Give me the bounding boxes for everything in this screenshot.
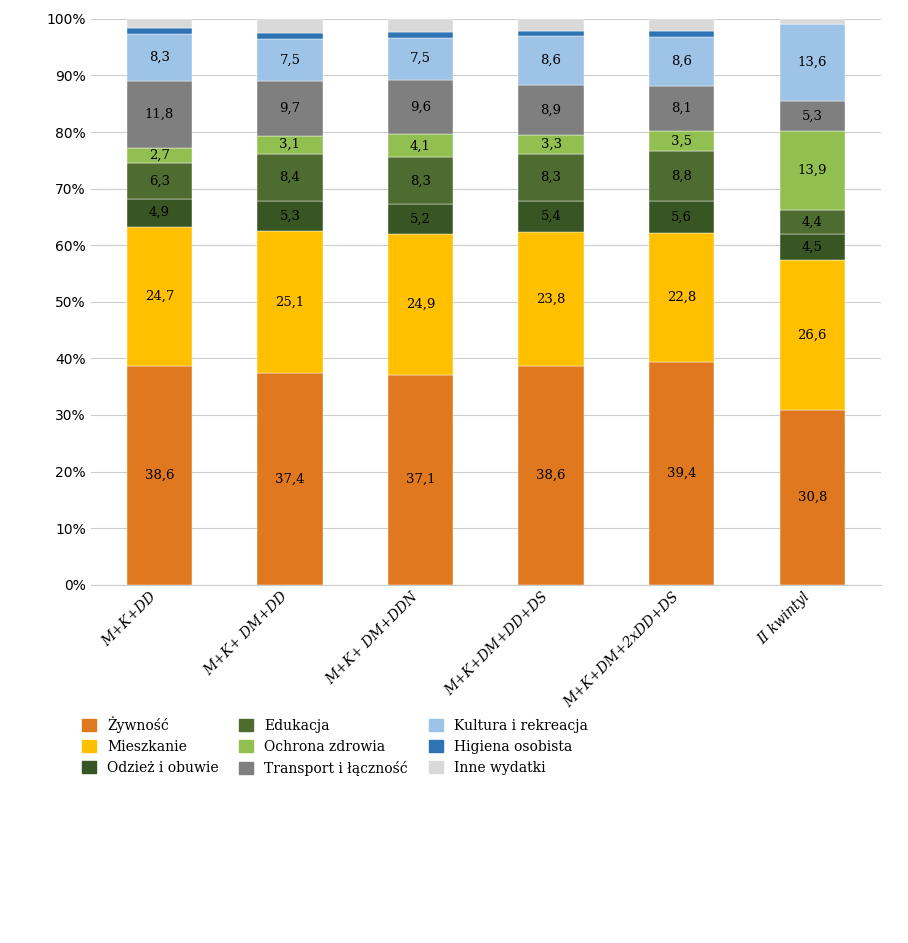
Bar <box>780 235 844 260</box>
Legend: Żywność, Mieszkanie, Odzież i obuwie, Edukacja, Ochrona zdrowia, Transport i łąc: Żywność, Mieszkanie, Odzież i obuwie, Ed… <box>82 716 587 776</box>
Bar <box>649 233 715 362</box>
Text: 13,9: 13,9 <box>797 164 827 176</box>
Bar <box>127 163 192 199</box>
Bar <box>780 24 844 101</box>
Bar <box>649 86 715 131</box>
Text: 8,6: 8,6 <box>671 55 692 68</box>
Text: 3,1: 3,1 <box>280 139 301 151</box>
Text: 3,5: 3,5 <box>671 135 692 148</box>
Bar <box>649 362 715 585</box>
Text: 4,1: 4,1 <box>410 140 431 153</box>
Text: 22,8: 22,8 <box>667 290 696 304</box>
Text: 5,3: 5,3 <box>802 109 823 123</box>
Text: 8,1: 8,1 <box>671 102 692 115</box>
Bar <box>388 80 453 134</box>
Bar <box>127 28 192 34</box>
Bar <box>518 85 584 136</box>
Bar <box>518 19 584 31</box>
Bar <box>388 38 453 80</box>
Text: 7,5: 7,5 <box>410 52 431 65</box>
Bar <box>518 154 584 201</box>
Text: 5,4: 5,4 <box>540 210 561 223</box>
Bar <box>257 231 322 373</box>
Text: 38,6: 38,6 <box>144 469 174 482</box>
Text: 37,1: 37,1 <box>406 473 435 487</box>
Text: 25,1: 25,1 <box>275 295 304 308</box>
Bar <box>388 32 453 38</box>
Text: 3,3: 3,3 <box>540 139 562 151</box>
Text: 5,3: 5,3 <box>280 209 301 223</box>
Bar <box>257 33 322 39</box>
Bar <box>388 19 453 32</box>
Text: 5,2: 5,2 <box>410 213 431 225</box>
Text: 13,6: 13,6 <box>797 56 827 69</box>
Bar <box>257 136 322 154</box>
Bar <box>127 19 192 28</box>
Bar <box>649 131 715 151</box>
Bar <box>127 226 192 366</box>
Bar <box>518 366 584 585</box>
Text: 7,5: 7,5 <box>280 54 301 66</box>
Bar <box>127 199 192 226</box>
Text: 9,7: 9,7 <box>280 102 301 115</box>
Bar <box>257 39 322 81</box>
Bar <box>388 374 453 585</box>
Bar <box>518 232 584 366</box>
Text: 8,3: 8,3 <box>410 174 431 188</box>
Bar <box>127 81 192 148</box>
Bar <box>649 201 715 233</box>
Text: 30,8: 30,8 <box>797 491 827 504</box>
Bar <box>780 209 844 235</box>
Bar <box>649 37 715 86</box>
Bar <box>257 201 322 231</box>
Bar <box>649 31 715 37</box>
Bar <box>649 151 715 201</box>
Bar <box>388 234 453 374</box>
Bar <box>127 34 192 81</box>
Text: 4,4: 4,4 <box>802 216 823 228</box>
Text: 26,6: 26,6 <box>797 329 827 341</box>
Bar <box>780 131 844 209</box>
Text: 9,6: 9,6 <box>410 101 431 113</box>
Text: 5,6: 5,6 <box>671 210 692 223</box>
Text: 8,3: 8,3 <box>540 171 561 184</box>
Text: 11,8: 11,8 <box>144 108 174 121</box>
Bar <box>780 101 844 131</box>
Text: 8,3: 8,3 <box>149 51 170 64</box>
Bar <box>518 136 584 154</box>
Text: 4,5: 4,5 <box>802 240 823 254</box>
Text: 2,7: 2,7 <box>149 149 170 162</box>
Bar <box>388 157 453 205</box>
Bar <box>780 410 844 585</box>
Bar <box>518 31 584 37</box>
Bar <box>127 148 192 163</box>
Text: 38,6: 38,6 <box>537 469 566 482</box>
Text: 8,4: 8,4 <box>280 171 301 184</box>
Bar <box>257 81 322 136</box>
Text: 4,9: 4,9 <box>149 207 170 219</box>
Bar <box>257 373 322 585</box>
Text: 6,3: 6,3 <box>149 174 170 188</box>
Bar <box>518 201 584 232</box>
Bar <box>388 205 453 234</box>
Text: 39,4: 39,4 <box>666 467 696 480</box>
Bar <box>649 19 715 31</box>
Bar <box>257 154 322 201</box>
Bar <box>257 19 322 33</box>
Text: 8,8: 8,8 <box>671 170 692 183</box>
Bar <box>127 366 192 585</box>
Bar <box>518 37 584 85</box>
Text: 8,9: 8,9 <box>540 104 561 117</box>
Text: 24,7: 24,7 <box>144 290 174 303</box>
Bar <box>388 134 453 157</box>
Bar <box>780 260 844 410</box>
Bar <box>780 19 844 24</box>
Text: 8,6: 8,6 <box>540 55 561 67</box>
Text: 37,4: 37,4 <box>275 472 305 486</box>
Text: 23,8: 23,8 <box>537 292 566 306</box>
Text: 24,9: 24,9 <box>406 298 435 311</box>
